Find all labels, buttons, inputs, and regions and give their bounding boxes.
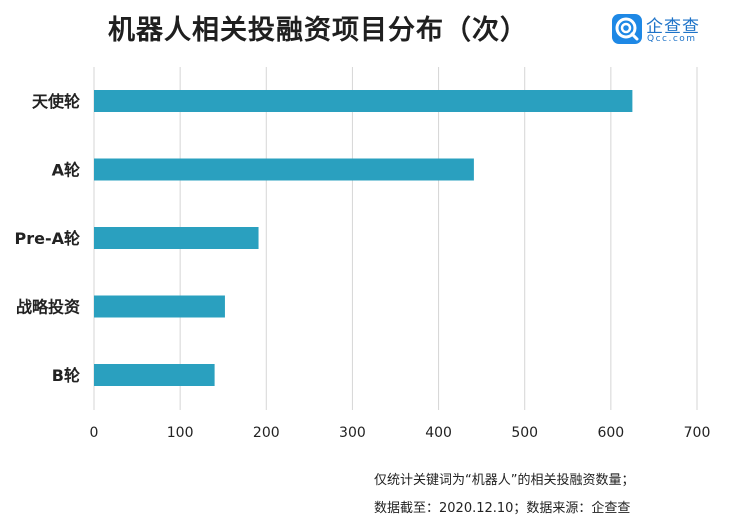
bar-4 [94,364,215,386]
logo-name: 企查查 [646,17,700,37]
bar-2 [94,227,259,249]
qcc-logo-icon [612,14,642,44]
logo-domain: Qcc.com [647,34,697,44]
category-label: A轮 [52,161,80,180]
x-tick-label: 300 [339,425,366,441]
x-tick-label: 100 [167,425,194,441]
bar-3 [94,295,225,318]
category-label: 天使轮 [32,92,80,111]
x-tick-label: 500 [511,425,538,441]
x-tick-label: 700 [684,425,711,441]
bars [94,90,633,386]
category-label: Pre-A轮 [15,229,81,248]
x-tick-label: 400 [425,425,452,441]
x-tick-label: 0 [90,425,99,441]
x-tick-label: 200 [253,425,280,441]
x-axis-ticks: 0 100 200 300 400 500 600 700 [90,425,711,441]
footnote-source: 数据截至：2020.12.10；数据来源：企查查 [374,501,631,516]
chart-title: 机器人相关投融资项目分布（次） [108,15,528,46]
footnote-scope: 仅统计关键词为“机器人”的相关投融资数量； [374,473,635,488]
bar-0 [94,90,633,112]
brand-logo: 企查查 Qcc.com [612,12,722,46]
bar-1 [94,158,474,181]
x-tick-label: 600 [597,425,624,441]
category-label: B轮 [52,366,80,385]
category-label: 战略投资 [16,298,80,317]
